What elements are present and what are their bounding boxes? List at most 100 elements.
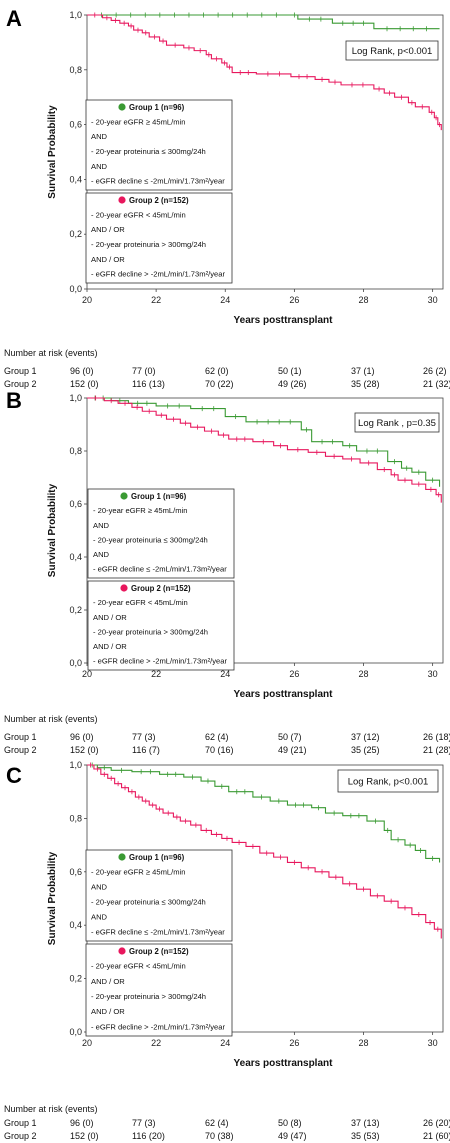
- x-tick-label: 20: [82, 669, 92, 679]
- risk-cell: 152 (0): [70, 1131, 99, 1141]
- risk-table-title: Number at risk (events): [4, 1104, 98, 1114]
- series-1-curve: [87, 14, 440, 30]
- risk-row-label: Group 1: [4, 732, 37, 742]
- legend-criterion: - 20-year proteinuria ≤ 300mg/24h: [93, 535, 208, 544]
- panel-b: B 0,0 0,2 0,4 0,6 0,8 1,0 20 22 24 26 28 30 Years pos…: [4, 388, 450, 755]
- x-axis-title: Years posttransplant: [234, 689, 334, 700]
- plot-frame: [86, 397, 444, 664]
- legend-criterion: - eGFR decline > -2mL/min/1.73m²/year: [91, 270, 225, 279]
- legend-title: Group 1 (n=96): [131, 492, 187, 501]
- x-tick-label: 24: [220, 295, 230, 305]
- y-tick-label: 0,0: [69, 1027, 82, 1037]
- risk-cell: 116 (7): [132, 745, 160, 755]
- risk-cell: 70 (22): [205, 379, 234, 389]
- risk-cell: 49 (47): [278, 1131, 307, 1141]
- legend-title: Group 2 (n=152): [129, 196, 189, 205]
- series-1-curve: [87, 397, 441, 487]
- legend-dot: [118, 947, 126, 955]
- legend-criterion: - eGFR decline > -2mL/min/1.73m²/year: [91, 1022, 225, 1031]
- risk-cell: 35 (28): [351, 379, 380, 389]
- legend-criterion: - 20-year proteinuria ≤ 300mg/24h: [91, 898, 206, 907]
- legend-criterion: - eGFR decline ≤ -2mL/min/1.73m²/year: [91, 928, 225, 937]
- panel-a: A 0,0 0,2 0,4 0,6 0,8 1,0 20 22 24 26 28 30 Years pos…: [4, 6, 450, 389]
- risk-cell: 50 (7): [278, 732, 302, 742]
- x-tick-label: 30: [428, 669, 438, 679]
- legend-box: [85, 192, 233, 284]
- x-axis-title: Years posttransplant: [234, 1058, 334, 1069]
- risk-cell: 77 (0): [132, 366, 156, 376]
- legend-criterion: - 20-year proteinuria > 300mg/24h: [91, 992, 206, 1001]
- series-2-curve: [87, 397, 442, 503]
- log-rank-text: Log Rank , p=0.35: [358, 418, 436, 429]
- legend-criterion: AND: [93, 521, 110, 530]
- legend-dot: [118, 196, 126, 204]
- y-tick-label: 0,8: [69, 65, 82, 75]
- x-tick-label: 22: [151, 1038, 161, 1048]
- legend-title: Group 1 (n=96): [129, 103, 185, 112]
- legend-box: [87, 580, 235, 671]
- legend-box: [87, 488, 235, 579]
- x-tick-label: 30: [428, 1038, 438, 1048]
- risk-cell: 21 (28): [423, 745, 450, 755]
- risk-cell: 62 (0): [205, 366, 229, 376]
- x-tick-label: 28: [358, 295, 368, 305]
- y-axis-title: Survival Probability: [47, 105, 58, 199]
- risk-cell: 96 (0): [70, 732, 94, 742]
- legend-group2: Group 2 (n=152) - 20-year eGFR < 45mL/min…: [85, 943, 233, 1037]
- legend-criterion: - 20-year proteinuria ≤ 300mg/24h: [91, 147, 206, 156]
- panel-letter: B: [6, 388, 22, 413]
- log-rank-box: [345, 40, 439, 61]
- risk-cell: 26 (2): [423, 366, 447, 376]
- risk-cell: 50 (8): [278, 1118, 302, 1128]
- risk-cell: 21 (32): [423, 379, 450, 389]
- series-2-censor-marks: [94, 12, 440, 128]
- legend-title: Group 1 (n=96): [129, 853, 185, 862]
- x-tick-label: 28: [358, 1038, 368, 1048]
- legend-criterion: - eGFR decline ≤ -2mL/min/1.73m²/year: [91, 177, 225, 186]
- series-2-censor-marks: [90, 762, 439, 932]
- risk-table-title: Number at risk (events): [4, 714, 98, 724]
- x-tick-label: 22: [151, 295, 161, 305]
- y-tick-label: 0,4: [69, 174, 82, 184]
- risk-row-label: Group 2: [4, 745, 37, 755]
- legend-dot: [120, 492, 128, 500]
- legend-criterion: - 20-year eGFR ≥ 45mL/min: [93, 506, 187, 515]
- legend-criterion: AND / OR: [91, 1007, 125, 1016]
- legend-criterion: - 20-year eGFR ≥ 45mL/min: [91, 117, 185, 126]
- risk-cell: 77 (3): [132, 1118, 156, 1128]
- legend-criterion: AND / OR: [93, 642, 127, 651]
- risk-row-label: Group 2: [4, 379, 37, 389]
- panel-letter: A: [6, 6, 22, 31]
- legend-criterion: AND: [93, 550, 110, 559]
- legend-criterion: - 20-year eGFR < 45mL/min: [91, 210, 186, 219]
- risk-cell: 49 (21): [278, 745, 307, 755]
- legend-dot: [118, 103, 126, 111]
- series-2-curve: [87, 764, 442, 939]
- y-tick-label: 1,0: [69, 760, 82, 770]
- x-tick-label: 28: [358, 669, 368, 679]
- risk-cell: 37 (13): [351, 1118, 380, 1128]
- risk-table: Number at risk (events) Group 1 96 (0) 77 (…: [4, 1104, 450, 1141]
- legend-box: [85, 943, 233, 1037]
- y-tick-label: 0,2: [69, 605, 82, 615]
- risk-table: Number at risk (events) Group 1 96 (0) 77 (…: [4, 348, 450, 389]
- risk-cell: 62 (4): [205, 1118, 229, 1128]
- risk-cell: 35 (53): [351, 1131, 380, 1141]
- y-axis-title: Survival Probability: [47, 851, 58, 945]
- y-tick-label: 0,8: [69, 813, 82, 823]
- risk-table: Number at risk (events) Group 1 96 (0) 77 (…: [4, 714, 450, 755]
- legend-criterion: AND: [91, 132, 108, 141]
- risk-cell: 62 (4): [205, 732, 229, 742]
- legend-criterion: - 20-year proteinuria > 300mg/24h: [91, 240, 206, 249]
- risk-cell: 96 (0): [70, 1118, 94, 1128]
- panel-letter: C: [6, 763, 22, 788]
- x-tick-label: 20: [82, 1038, 92, 1048]
- x-tick-label: 22: [151, 669, 161, 679]
- series-1-curve: [87, 764, 441, 863]
- legend-criterion: - eGFR decline > -2mL/min/1.73m²/year: [93, 657, 227, 666]
- y-tick-label: 0,0: [69, 284, 82, 294]
- risk-cell: 37 (1): [351, 366, 375, 376]
- y-tick-label: 0,6: [69, 499, 82, 509]
- x-tick-label: 26: [289, 669, 299, 679]
- legend-criterion: - 20-year eGFR < 45mL/min: [93, 598, 188, 607]
